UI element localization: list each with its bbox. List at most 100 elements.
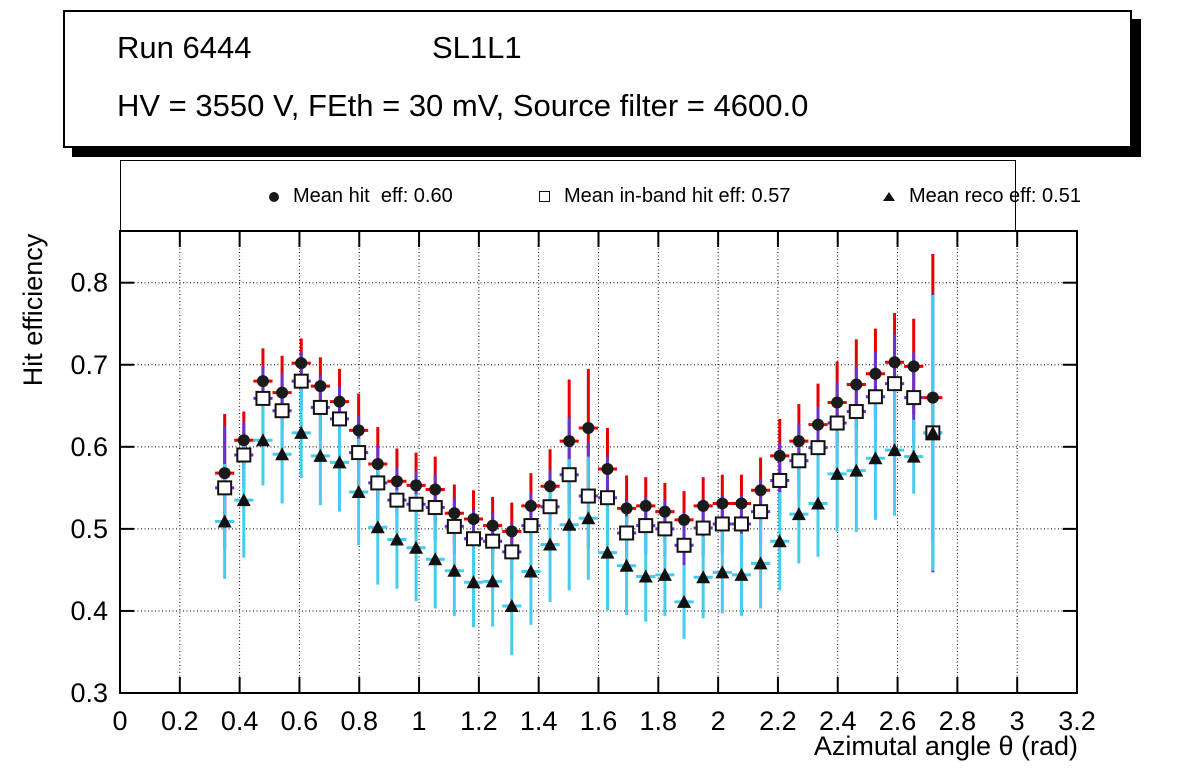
x-tick-label: 2.2 bbox=[759, 706, 797, 736]
title-box: Run 6444 SL1L1 HV = 3550 V, FEth = 30 mV… bbox=[63, 10, 1132, 148]
data-marker-reco bbox=[638, 569, 653, 583]
data-marker-hit bbox=[735, 497, 748, 510]
data-marker-hit bbox=[563, 435, 576, 448]
data-marker-inband bbox=[599, 490, 615, 506]
data-marker-inband bbox=[695, 520, 711, 536]
data-marker-reco bbox=[409, 540, 424, 554]
x-tick-label: 2.6 bbox=[879, 706, 917, 736]
data-marker-hit bbox=[773, 449, 786, 462]
data-marker-inband bbox=[542, 499, 558, 515]
data-marker-reco bbox=[677, 594, 692, 608]
filled-triangle-icon bbox=[883, 192, 895, 201]
data-marker-inband bbox=[887, 376, 903, 392]
y-tick-label: 0.6 bbox=[70, 432, 108, 462]
x-tick-label: 0.6 bbox=[281, 706, 319, 736]
data-marker-inband bbox=[332, 411, 348, 427]
legend-label-reco: Mean reco eff: 0.51 bbox=[909, 185, 1081, 207]
data-marker-hit bbox=[467, 513, 480, 526]
data-marker-inband bbox=[867, 389, 883, 405]
data-marker-reco bbox=[217, 514, 232, 528]
data-marker-inband bbox=[810, 440, 826, 456]
y-tick-label: 0.4 bbox=[70, 596, 108, 626]
data-marker-hit bbox=[544, 480, 557, 493]
data-marker-reco bbox=[389, 532, 404, 546]
x-tick-label: 1.4 bbox=[520, 706, 558, 736]
y-axis-title: Hit efficiency bbox=[18, 233, 48, 386]
conditions-label: HV = 3550 V, FEth = 30 mV, Source filter… bbox=[117, 88, 809, 123]
y-tick-label: 0.5 bbox=[70, 514, 108, 544]
x-tick-label: 0.2 bbox=[161, 706, 199, 736]
legend-entry-inband: Mean in-band hit eff: 0.57 bbox=[539, 161, 790, 232]
data-marker-reco bbox=[447, 563, 462, 577]
data-marker-inband bbox=[714, 516, 730, 532]
data-marker-inband bbox=[312, 399, 328, 415]
legend-entry-reco: Mean reco eff: 0.51 bbox=[883, 161, 1081, 232]
data-marker-reco bbox=[370, 520, 385, 534]
data-marker-reco bbox=[696, 570, 711, 584]
data-marker-reco bbox=[504, 599, 519, 613]
legend: Mean hit eff: 0.60 Mean in-band hit eff:… bbox=[120, 160, 1081, 232]
data-marker-reco bbox=[236, 493, 251, 507]
data-marker-hit bbox=[658, 505, 671, 518]
x-tick-label: 1.8 bbox=[640, 706, 678, 736]
data-marker-inband bbox=[676, 537, 692, 553]
data-marker-inband bbox=[829, 415, 845, 431]
data-marker-inband bbox=[619, 525, 635, 541]
data-marker-hit bbox=[371, 458, 384, 471]
data-marker-hit bbox=[524, 499, 537, 512]
data-marker-reco bbox=[466, 575, 481, 589]
data-marker-hit bbox=[792, 435, 805, 448]
legend-label-inband: Mean in-band hit eff: 0.57 bbox=[564, 185, 791, 207]
data-marker-inband bbox=[848, 404, 864, 420]
data-marker-hit bbox=[678, 513, 691, 526]
data-marker-hit bbox=[276, 386, 289, 399]
data-marker-hit bbox=[333, 395, 346, 408]
data-marker-inband bbox=[370, 475, 386, 491]
data-marker-hit bbox=[754, 484, 767, 497]
data-marker-inband bbox=[733, 516, 749, 532]
data-marker-hit bbox=[448, 507, 461, 520]
data-marker-reco bbox=[543, 537, 558, 551]
data-marker-reco bbox=[562, 517, 577, 531]
data-marker-inband bbox=[504, 544, 520, 560]
data-marker-hit bbox=[812, 418, 825, 431]
x-tick-label: 2.4 bbox=[819, 706, 857, 736]
data-marker-hit bbox=[505, 525, 518, 538]
y-tick-label: 0.8 bbox=[70, 268, 108, 298]
data-marker-inband bbox=[906, 390, 922, 406]
data-marker-reco bbox=[753, 556, 768, 570]
data-marker-hit bbox=[601, 462, 614, 475]
data-marker-reco bbox=[351, 484, 366, 498]
x-tick-label: 2.8 bbox=[939, 706, 977, 736]
data-marker-inband bbox=[791, 453, 807, 469]
data-marker-inband bbox=[657, 521, 673, 537]
data-marker-reco bbox=[428, 552, 443, 566]
data-marker-reco bbox=[887, 443, 902, 457]
x-tick-label: 0.8 bbox=[340, 706, 378, 736]
data-marker-reco bbox=[275, 447, 290, 461]
data-marker-reco bbox=[715, 565, 730, 579]
data-marker-hit bbox=[926, 391, 939, 404]
data-marker-hit bbox=[620, 502, 633, 515]
data-marker-reco bbox=[849, 463, 864, 477]
data-marker-inband bbox=[255, 390, 271, 406]
data-marker-inband bbox=[580, 488, 596, 504]
data-marker-inband bbox=[638, 518, 654, 534]
y-tick-label: 0.7 bbox=[70, 350, 108, 380]
x-tick-label: 1.6 bbox=[580, 706, 618, 736]
data-marker-inband bbox=[465, 531, 481, 547]
data-marker-reco bbox=[657, 567, 672, 581]
filled-circle-icon bbox=[269, 191, 279, 202]
data-marker-inband bbox=[753, 504, 769, 520]
data-marker-inband bbox=[351, 445, 367, 461]
data-marker-hit bbox=[888, 356, 901, 369]
x-tick-label: 0 bbox=[112, 706, 127, 736]
data-marker-inband bbox=[523, 518, 539, 534]
x-axis-title: Azimutal angle θ (rad) bbox=[814, 731, 1078, 761]
data-marker-inband bbox=[427, 500, 443, 516]
x-tick-label: 3.2 bbox=[1058, 706, 1096, 736]
data-marker-inband bbox=[408, 496, 424, 512]
data-marker-reco bbox=[811, 496, 826, 510]
data-marker-reco bbox=[600, 545, 615, 559]
